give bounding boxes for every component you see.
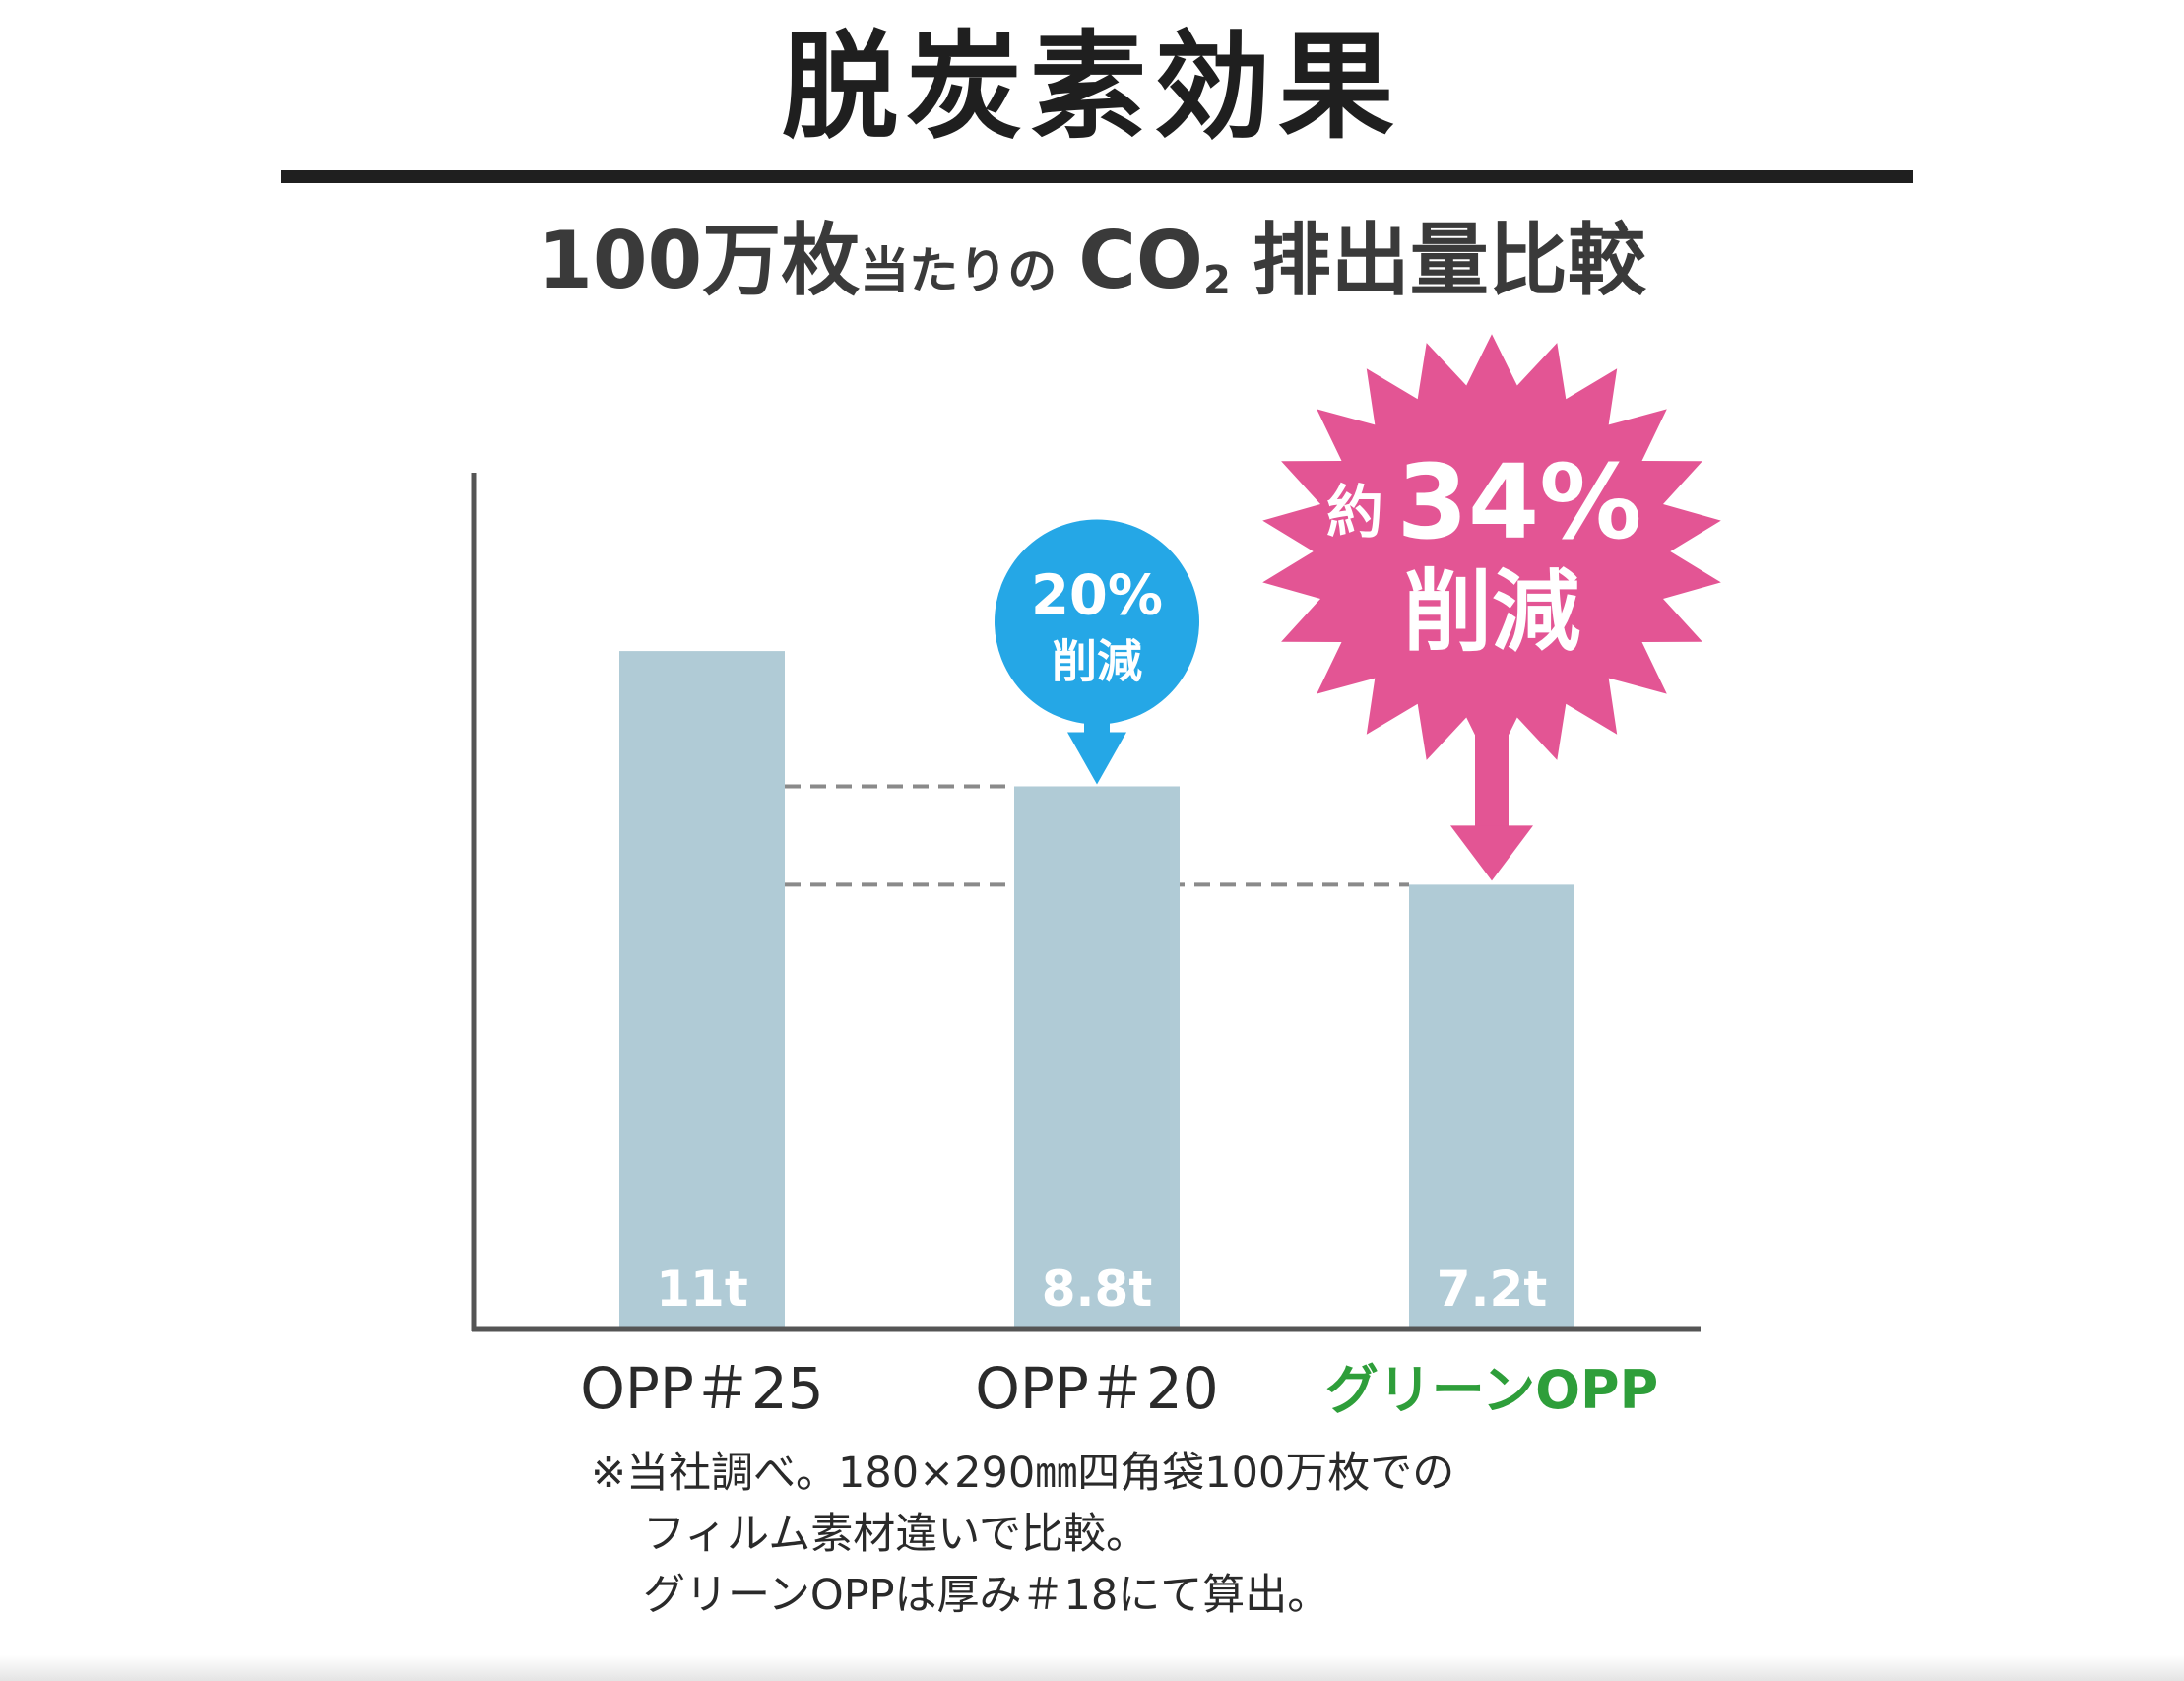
callouts: 20%削減約 34%削減 [995,334,1721,881]
category-label-3: グリーンOPP [1325,1359,1658,1421]
page-bottom-edge [0,1655,2184,1681]
callout-arrow-stem [1475,719,1509,832]
footnote-line-3: グリーンOPPは厚み＃18にて算出。 [643,1571,1330,1620]
category-label-2: OPP＃20 [975,1355,1218,1422]
footnote-line-1: ※当社調べ。180×290㎜四角袋100万枚での [591,1449,1455,1498]
callout-reduction-text: 削減 [1052,634,1142,687]
axes [471,473,1701,1332]
subtitle-part-quantity: 100万枚 [538,215,861,306]
callout-percent: 20% [1031,563,1163,627]
bar-value-label-3: 7.2t [1437,1261,1547,1318]
bar-value-label-1: 11t [656,1261,747,1318]
callout-circle [995,519,1199,725]
callout-20-reduction: 20% 削減 [995,519,1199,785]
subtitle-part-per: 当たりの [860,242,1058,299]
page-title: 脱炭素効果 [781,19,1402,155]
category-label-1: OPP＃25 [580,1355,823,1422]
bar-2 [1014,786,1180,1327]
bar-value-label-2: 8.8t [1042,1261,1152,1318]
callout-reduction-text: 削減 [1403,560,1580,664]
subtitle-part-co: CO [1078,215,1203,306]
title-rule [281,170,1913,183]
bar-3 [1409,884,1574,1327]
footnote-line-2: フィルム素材違いで比較。 [643,1510,1148,1559]
callout-starburst [1262,334,1721,769]
callout-arrow-stem [1084,710,1110,737]
callout-arrow-head [1067,732,1126,785]
callout-percent: 34% [1397,442,1642,562]
subtitle-part-subscript: 2 [1202,258,1231,303]
callout-prefix: 約 [1326,479,1383,546]
callout-arrow-head [1450,825,1533,881]
callout-34-reduction: 約 34%削減 [1262,334,1721,881]
chart-subtitle: 100万枚当たりの CO2 排出量比較 [0,202,2184,340]
bars [619,651,1574,1327]
subtitle-part-comparison: 排出量比較 [1252,215,1646,306]
bar-1 [619,651,785,1327]
labels: 11t OPP＃25 8.8t OPP＃20 7.2t グリーンOPP [580,1261,1658,1422]
footnote: ※当社調べ。180×290㎜四角袋100万枚でのフィルム素材違いで比較。グリーン… [591,1443,1454,1626]
